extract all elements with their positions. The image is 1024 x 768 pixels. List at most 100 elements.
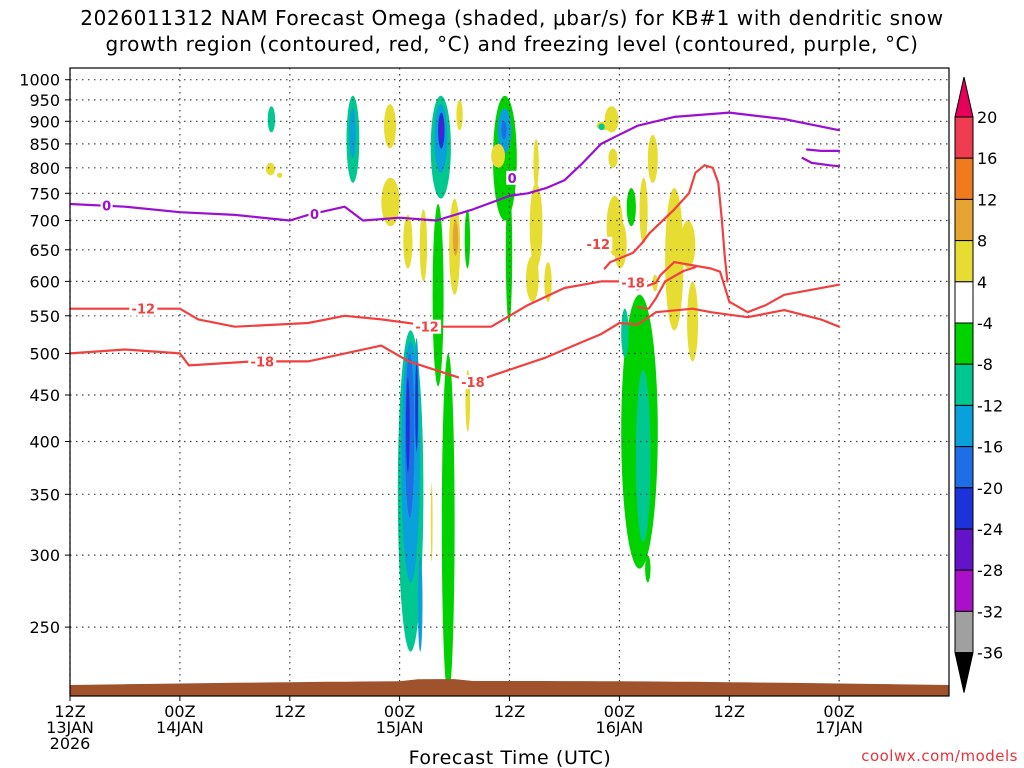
colorbar-label-4: 4 <box>977 273 987 292</box>
ytick-label-550: 550 <box>29 307 60 326</box>
colorbar-label-2: 12 <box>977 190 997 209</box>
xtick-label-0-2: 2026 <box>50 734 91 753</box>
contour-5 <box>70 111 841 222</box>
xtick-label-72-0: 12Z <box>714 702 745 721</box>
omega-cell-18 <box>456 99 463 131</box>
terrain-fill <box>70 679 949 696</box>
contour-label-bg-0 <box>248 354 277 369</box>
omega-cell-52 <box>384 104 396 149</box>
colorbar-label-1: 16 <box>977 149 997 168</box>
contour-label-7: 0 <box>310 208 319 223</box>
omega-cell-26 <box>529 182 543 269</box>
omega-cell-53 <box>381 177 400 227</box>
contour-label-4: -18 <box>621 277 645 292</box>
omega-cell-3 <box>406 377 410 473</box>
colorbar-bin-11 <box>954 569 974 612</box>
contour-label-5: -12 <box>587 238 611 253</box>
omega-cell-44 <box>680 220 696 269</box>
ytick-label-750: 750 <box>29 184 60 203</box>
contour-7 <box>806 148 841 152</box>
xtick-label-48-0: 12Z <box>494 702 525 721</box>
colorbar-bin-9 <box>954 487 974 530</box>
colorbar-bin-7 <box>954 404 974 448</box>
omega-cell-48 <box>277 172 283 178</box>
contour-1 <box>70 261 841 328</box>
chart-title-line-2: growth region (contoured, red, °C) and f… <box>105 32 919 56</box>
xtick-label-84-0: 00Z <box>823 702 854 721</box>
colorbar-top-arrow <box>954 76 974 118</box>
contours: -18 -18 -12 -12 -18 -12 0 0 0 <box>70 111 841 391</box>
ytick-label-350: 350 <box>29 485 60 504</box>
contour-3 <box>603 164 706 270</box>
omega-cell-28 <box>544 262 552 302</box>
credit-link[interactable]: coolwx.com/models <box>861 747 1018 765</box>
contour-label-bg-5 <box>584 236 613 251</box>
colorbar-label-0: 20 <box>977 108 997 127</box>
omega-cell-46 <box>598 123 605 131</box>
xtick-label-12-1: 14JAN <box>156 718 204 737</box>
omega-cell-9 <box>432 203 444 387</box>
ytick-label-900: 900 <box>29 112 60 131</box>
ytick-label-850: 850 <box>29 135 60 154</box>
colorbar-label-6: -8 <box>977 355 993 374</box>
colorbar-label-13: -36 <box>977 644 1003 663</box>
omega-shading <box>265 95 699 696</box>
contour-label-bg-2 <box>129 301 158 316</box>
omega-cell-17 <box>452 220 459 256</box>
colorbar-label-11: -28 <box>977 561 1003 580</box>
omega-cell-43 <box>687 281 699 362</box>
xtick-label-36-0: 00Z <box>384 702 415 721</box>
colorbar-bin-12 <box>954 610 974 654</box>
colorbar-label-3: 8 <box>977 232 987 251</box>
contour-label-1: -18 <box>461 376 485 391</box>
omega-cell-13 <box>439 119 443 140</box>
omega-cell-38 <box>626 188 636 227</box>
contour-label-bg-1 <box>458 375 487 390</box>
omega-cell-47 <box>265 162 276 176</box>
colorbar-label-10: -24 <box>977 520 1003 539</box>
terrain <box>70 679 949 696</box>
colorbar-bin-3 <box>954 240 974 283</box>
contour-label-6: 0 <box>102 200 111 215</box>
colorbar-label-8: -16 <box>977 438 1003 457</box>
omega-cell-42 <box>665 188 684 331</box>
xtick-label-60-0: 00Z <box>604 702 635 721</box>
colorbar-bin-4 <box>954 281 974 324</box>
contour-label-bg-8 <box>506 170 519 185</box>
contour-label-8: 0 <box>508 172 517 187</box>
ytick-label-950: 950 <box>29 91 60 110</box>
omega-cell-35 <box>635 369 651 543</box>
contour-0 <box>70 307 841 384</box>
ytick-label-300: 300 <box>29 546 60 565</box>
contour-label-2: -12 <box>132 303 156 318</box>
omega-cell-51 <box>349 108 356 159</box>
ytick-label-1000: 1000 <box>19 71 60 90</box>
chart-title-line-1: 2026011312 NAM Forecast Omega (shaded, μ… <box>80 6 944 30</box>
contour-6 <box>801 156 841 168</box>
ytick-label-400: 400 <box>29 433 60 452</box>
omega-cell-15 <box>419 209 428 282</box>
colorbar-bin-5 <box>954 322 974 365</box>
contour-label-bg-7 <box>308 206 321 221</box>
omega-cell-40 <box>647 134 658 183</box>
ytick-label-500: 500 <box>29 344 60 363</box>
omega-cell-33 <box>613 220 627 269</box>
omega-cell-36 <box>645 555 651 583</box>
xtick-label-84-1: 17JAN <box>815 718 863 737</box>
xtick-label-0-1: 13JAN <box>46 718 94 737</box>
colorbar-bin-2 <box>954 198 974 242</box>
ytick-label-650: 650 <box>29 241 60 260</box>
omega-cell-49 <box>267 106 276 133</box>
colorbar-label-5: -4 <box>977 314 993 333</box>
colorbar: 20 16 12 8 4 -4 -8 -12 -16 -20 -24 -28 -32 -36 <box>954 76 1003 693</box>
omega-cell-23 <box>501 121 507 140</box>
omega-cell-6 <box>417 555 423 652</box>
ytick-label-700: 700 <box>29 212 60 231</box>
contour-label-3: -12 <box>415 321 439 336</box>
omega-cell-27 <box>533 139 539 189</box>
contour-label-bg-6 <box>100 198 113 213</box>
xtick-label-0-0: 12Z <box>54 702 85 721</box>
colorbar-bin-10 <box>954 528 974 571</box>
omega-cell-37 <box>621 308 629 358</box>
contour-label-bg-4 <box>619 275 648 290</box>
